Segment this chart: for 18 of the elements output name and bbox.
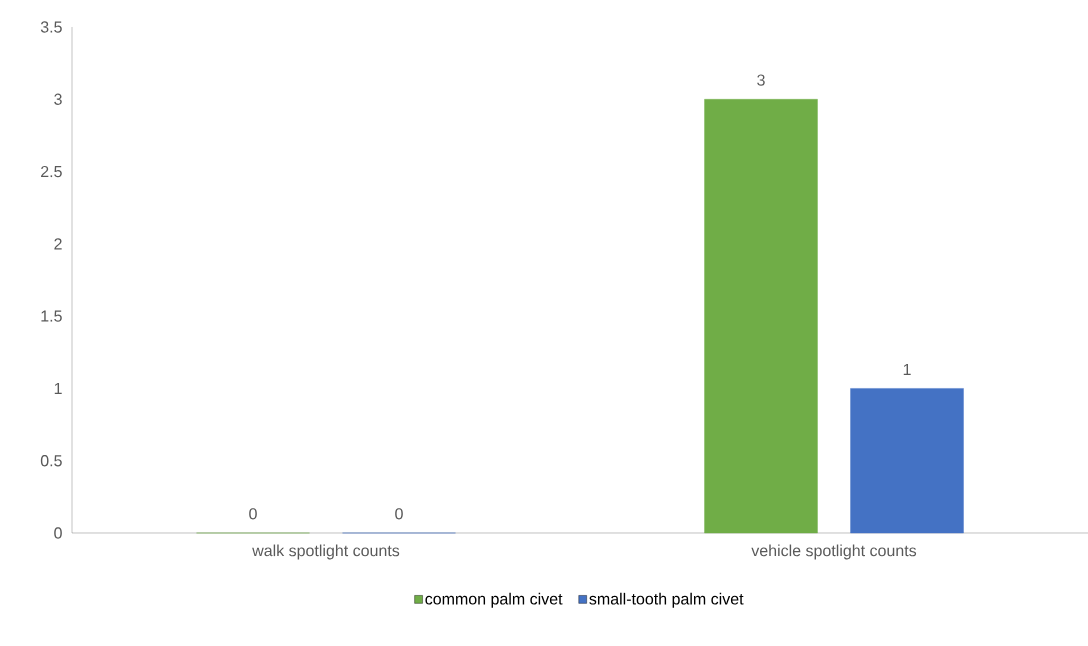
y-tick-label: 3 xyxy=(54,93,62,105)
data-label: 1 xyxy=(903,363,911,375)
x-tick-label: vehicle spotlight counts xyxy=(751,544,917,560)
legend-label: small-tooth palm civet xyxy=(589,592,744,608)
x-tick-label: walk spotlight counts xyxy=(252,544,400,560)
y-tick-label: 0 xyxy=(54,527,62,539)
y-tick-label: 1 xyxy=(54,382,62,394)
bar xyxy=(704,99,818,534)
data-label: 0 xyxy=(395,508,403,520)
data-label: 0 xyxy=(249,508,257,520)
y-tick-label: 1.5 xyxy=(41,310,62,322)
y-tick-label: 2 xyxy=(54,238,62,250)
data-label: 3 xyxy=(757,74,765,86)
bar xyxy=(850,388,964,534)
y-tick-label: 2.5 xyxy=(41,165,62,178)
y-tick-label: 3.5 xyxy=(40,21,62,33)
legend-label: common palm civet xyxy=(425,592,563,608)
y-tick-label: 0.5 xyxy=(40,455,62,467)
